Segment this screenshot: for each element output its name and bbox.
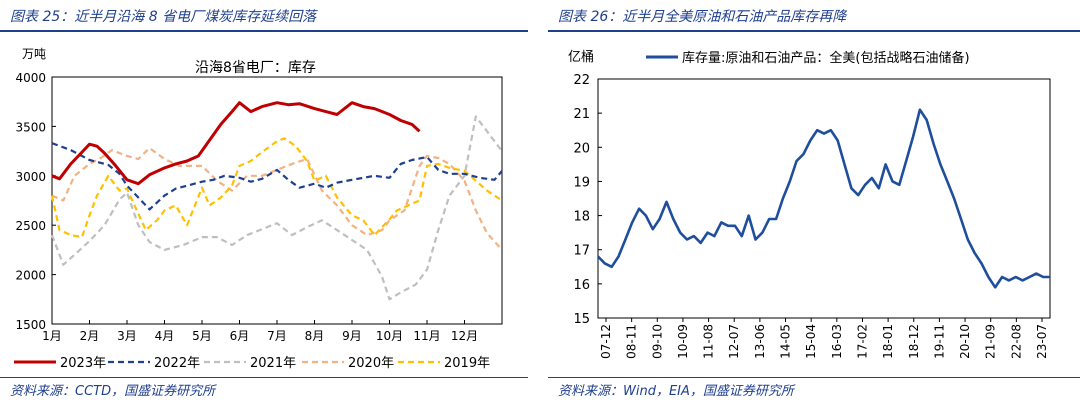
right-x-tick-label: 12-07 — [727, 324, 741, 359]
left-bottom-rule — [0, 377, 528, 378]
right-x-tick-label: 10-09 — [676, 324, 690, 359]
left-x-tick-label: 6月 — [230, 329, 250, 343]
right-x-tick-label: 18-12 — [907, 324, 921, 359]
left-legend-label: 2021年 — [250, 356, 296, 371]
left-series-line-2019年 — [50, 137, 503, 239]
right-panel: 图表 26：近半月全美原油和石油产品库存再降 亿桶 15 16 17 18 19 20 21 2… — [548, 0, 1080, 404]
left-figure-title: 图表 25：近半月沿海 8 省电厂煤炭库存延续回落 — [10, 9, 317, 25]
left-x-tick-label: 7月 — [267, 329, 287, 343]
right-y-tick-label: 22 — [573, 73, 590, 88]
left-series-line-2020年 — [51, 147, 503, 251]
left-y-tick-label: 3500 — [15, 120, 46, 134]
right-figure-title: 图表 26：近半月全美原油和石油产品库存再降 — [558, 9, 847, 25]
right-y-tick-label: 19 — [573, 175, 590, 190]
left-y-tick-label: 3000 — [15, 170, 46, 184]
right-plot-frame — [597, 78, 1051, 319]
right-x-tick-label: 21-09 — [984, 324, 998, 359]
left-x-tick-label: 1月 — [42, 329, 62, 343]
left-x-tick-label: 8月 — [305, 329, 325, 343]
left-y-unit-label: 万吨 — [22, 47, 46, 61]
right-y-tick-label: 18 — [573, 210, 590, 225]
right-x-tick-label: 23-07 — [1035, 324, 1049, 359]
left-x-tick-label: 12月 — [451, 329, 478, 343]
right-x-tick-label: 11-08 — [702, 324, 716, 359]
left-plot-frame — [51, 76, 503, 325]
right-source-note: 资料来源：Wind，EIA，国盛证券研究所 — [558, 384, 794, 399]
left-x-tick-label: 5月 — [192, 329, 212, 343]
left-y-tick-label: 1500 — [15, 318, 46, 332]
right-legend-label: 库存量:原油和石油产品：全美(包括战略石油储备) — [682, 50, 970, 66]
left-legend-label: 2023年 — [60, 356, 106, 371]
left-legend-label: 2022年 — [154, 356, 200, 371]
right-y-tick-label: 16 — [573, 278, 590, 293]
left-series-line-2022年 — [51, 142, 503, 211]
left-chart-title: 沿海8省电厂：库存 — [195, 60, 316, 76]
left-legend-label: 2019年 — [444, 356, 490, 371]
right-bottom-rule — [548, 377, 1080, 378]
right-x-tick-label: 17-02 — [855, 324, 869, 359]
left-x-tick-label: 4月 — [155, 329, 175, 343]
right-x-tick-label: 22-08 — [1009, 324, 1023, 359]
left-series-line-2023年 — [51, 101, 421, 186]
left-x-tick-label: 3月 — [117, 329, 137, 343]
right-y-tick-label: 21 — [573, 107, 590, 122]
right-x-tick-label: 15-04 — [804, 324, 818, 359]
left-legend-label: 2020年 — [348, 356, 394, 371]
left-panel: 图表 25：近半月沿海 8 省电厂煤炭库存延续回落 万吨沿海8省电厂：库存 150… — [0, 0, 528, 404]
left-series-line-2021年 — [50, 115, 503, 301]
left-x-tick-label: 2月 — [80, 329, 100, 343]
left-x-tick-label: 10月 — [376, 329, 403, 343]
left-y-tick-label: 4000 — [15, 71, 46, 85]
right-x-tick-label: 07-12 — [599, 324, 613, 359]
right-x-tick-label: 18-01 — [881, 324, 895, 359]
left-x-tick-label: 9月 — [342, 329, 362, 343]
left-top-rule — [0, 30, 528, 32]
left-source-note: 资料来源：CCTD，国盛证券研究所 — [10, 384, 216, 399]
right-y-tick-label: 20 — [573, 141, 590, 156]
left-y-tick-label: 2500 — [15, 219, 46, 233]
right-y-tick-label: 17 — [573, 244, 590, 259]
right-x-tick-label: 09-10 — [650, 324, 664, 359]
right-x-tick-label: 13-06 — [753, 324, 767, 359]
right-top-rule — [548, 30, 1080, 32]
right-x-tick-label: 20-10 — [958, 324, 972, 359]
right-x-tick-label: 16-03 — [830, 324, 844, 359]
right-x-tick-label: 19-11 — [932, 324, 946, 359]
right-x-tick-label: 14-05 — [779, 324, 793, 359]
right-y-unit-label: 亿桶 — [568, 50, 594, 65]
left-y-tick-label: 2000 — [15, 269, 46, 283]
right-y-tick-label: 15 — [573, 312, 590, 327]
right-series-line — [597, 108, 1050, 289]
left-x-tick-label: 11月 — [413, 329, 440, 343]
right-chart: 亿桶 15 16 17 18 19 20 21 22 07-12 08-11 09-10 10-09 11… — [568, 50, 1051, 359]
right-x-tick-label: 08-11 — [625, 324, 639, 359]
